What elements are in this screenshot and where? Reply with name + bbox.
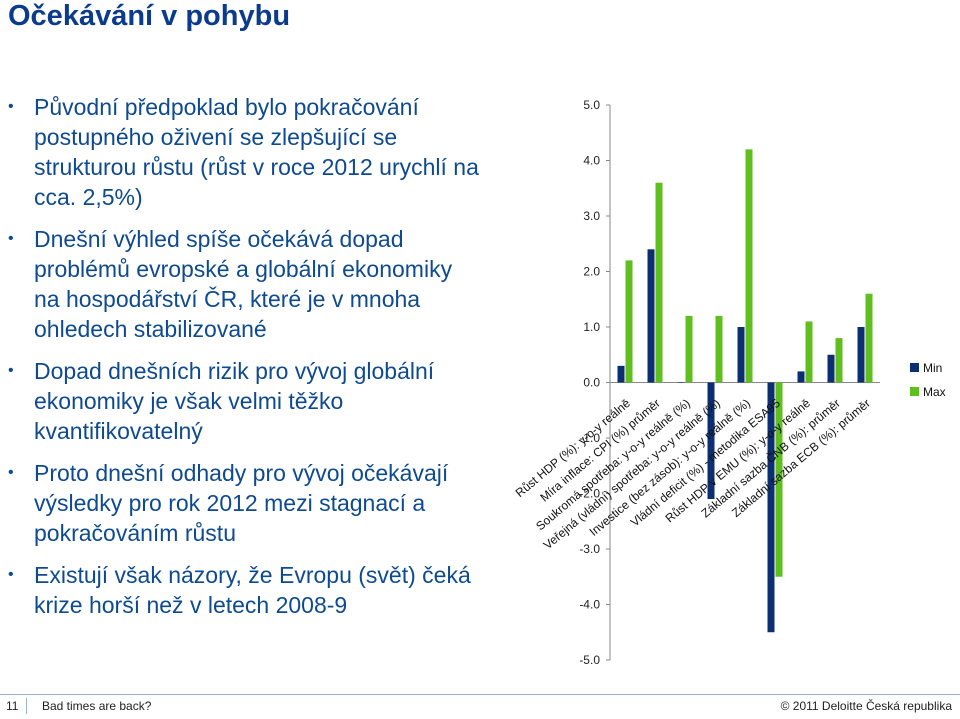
- bullet-icon: •: [8, 464, 14, 481]
- bullet-item: • Původní předpoklad bylo pokračování pos…: [0, 92, 480, 212]
- bullet-text: Existují však názory, že Evropu (svět) č…: [34, 562, 471, 618]
- y-tick-label: 1.0: [583, 320, 600, 334]
- y-tick-label: -5.0: [579, 653, 600, 667]
- footer-divider: [0, 694, 960, 695]
- bullet-icon: •: [8, 362, 14, 379]
- bullet-text: Dopad dnešních rizik pro vývoj globální …: [34, 358, 435, 444]
- y-tick-label: 5.0: [583, 98, 600, 112]
- y-tick-label: -2.0: [579, 487, 600, 501]
- legend-max-label: Max: [923, 385, 946, 399]
- bar-max: [835, 338, 843, 383]
- bar-max: [715, 315, 723, 383]
- bar-max: [685, 315, 693, 383]
- y-tick-label: -1.0: [579, 431, 600, 445]
- bar-min: [857, 327, 865, 383]
- bar-max: [625, 260, 633, 383]
- legend-max-swatch: [910, 387, 919, 396]
- bar-max: [775, 382, 783, 577]
- bullet-list: • Původní předpoklad bylo pokračování pos…: [0, 92, 480, 632]
- bar-min: [677, 382, 685, 383]
- legend-min-swatch: [910, 363, 919, 372]
- y-tick-label: 2.0: [583, 265, 600, 279]
- slide-title: Očekávání v pohybu: [8, 0, 291, 32]
- bar-max: [865, 293, 873, 383]
- bar-min: [767, 382, 775, 633]
- bullet-icon: •: [8, 230, 14, 247]
- y-tick-label: -3.0: [579, 542, 600, 556]
- bullet-item: • Dnešní výhled spíše očekává dopad probl…: [0, 224, 480, 344]
- bar-min: [737, 327, 745, 383]
- bullet-icon: •: [8, 98, 14, 115]
- bullet-item: • Proto dnešní odhady pro vývoj očekávají…: [0, 458, 480, 548]
- bullet-text: Dnešní výhled spíše očekává dopad problé…: [34, 226, 453, 342]
- footer-copyright: © 2011 Deloitte Česká republika: [780, 699, 952, 713]
- bullet-text: Původní předpoklad bylo pokračování post…: [34, 94, 479, 210]
- bar-min: [647, 249, 655, 383]
- y-tick-label: -4.0: [579, 598, 600, 612]
- bar-max: [655, 182, 663, 383]
- forecast-bar-chart: 5.04.03.02.01.00.0-1.0-2.0-3.0-4.0-5.0Rů…: [513, 98, 946, 667]
- bullet-item: • Dopad dnešních rizik pro vývoj globální…: [0, 356, 480, 446]
- bar-min: [827, 354, 835, 383]
- bar-min: [707, 382, 715, 500]
- bar-max: [745, 149, 753, 383]
- footer-title: Bad times are back?: [42, 699, 152, 713]
- page-number: 11: [6, 699, 19, 713]
- y-tick-label: 4.0: [583, 154, 600, 168]
- bar-min: [617, 365, 625, 383]
- y-tick-label: 3.0: [583, 209, 600, 223]
- bullet-text: Proto dnešní odhady pro vývoj očekávají …: [34, 460, 449, 546]
- footer-separator: [26, 698, 27, 714]
- bar-max: [805, 321, 813, 383]
- legend-min-label: Min: [923, 361, 942, 375]
- bullet-item: • Existují však názory, že Evropu (svět) …: [0, 560, 480, 620]
- y-tick-label: 0.0: [583, 376, 600, 390]
- bullet-icon: •: [8, 566, 14, 583]
- bar-min: [797, 371, 805, 383]
